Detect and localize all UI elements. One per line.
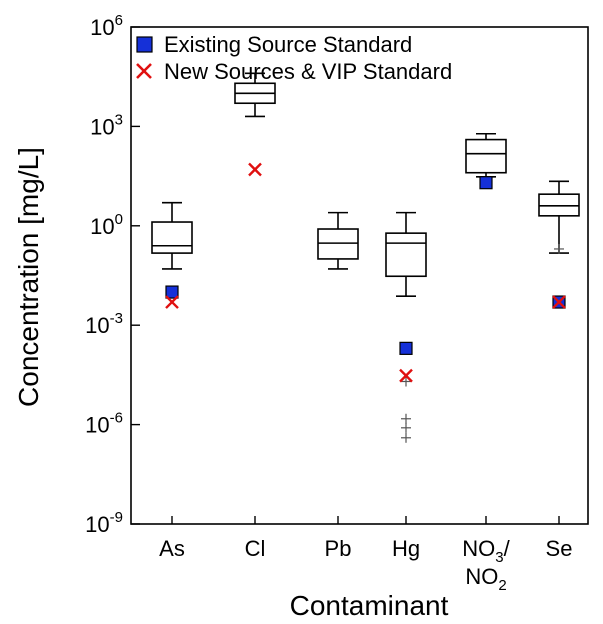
box-no3-no2 xyxy=(465,132,507,178)
box-iqr xyxy=(151,221,193,254)
x-tick-label-5: Se xyxy=(546,536,573,561)
x-tick-label-4: NO3/NO2 xyxy=(462,536,510,594)
x-stroke-2 xyxy=(248,162,262,177)
existing-standard-hg xyxy=(399,341,413,355)
x-tick-label-3: Hg xyxy=(392,536,420,561)
new-standard-se xyxy=(552,295,566,309)
box-iqr xyxy=(385,232,427,278)
legend-item-0: Existing Source Standard xyxy=(136,32,412,57)
legend-marker-square xyxy=(136,36,153,53)
new-standard-as xyxy=(165,295,179,309)
y-tick-label-0: 106 xyxy=(90,12,123,40)
box-iqr xyxy=(317,228,359,260)
existing-standard-no3-no2 xyxy=(479,176,493,190)
x-tick-label-1: Cl xyxy=(245,536,266,561)
points-layer xyxy=(165,162,566,383)
axes-layer: 106 103 100 10-3 10-6 10-9 As Cl Pb Hg NO3/NO2 Se xyxy=(85,12,589,594)
box-iqr xyxy=(538,193,580,217)
x-tick-label-line2: NO2 xyxy=(465,564,506,594)
boxes-layer xyxy=(151,72,580,443)
existing-standard-as xyxy=(165,285,179,299)
plot-frame xyxy=(130,26,589,525)
x-tick-label-2: Pb xyxy=(325,536,352,561)
x-stroke-2 xyxy=(552,295,566,309)
y-tick-label-2: 100 xyxy=(90,211,123,239)
box-cl xyxy=(234,72,276,118)
y-tick-label-5: 10-9 xyxy=(85,509,123,537)
legend-label-1: New Sources & VIP Standard xyxy=(164,59,452,84)
x-axis-title: Contaminant xyxy=(290,590,449,621)
legend-label-0: Existing Source Standard xyxy=(164,32,412,57)
box-iqr xyxy=(465,138,507,174)
new-standard-cl xyxy=(248,162,262,177)
y-tick-label-1: 103 xyxy=(90,111,123,139)
new-standard-hg xyxy=(399,368,413,383)
box-as xyxy=(151,201,193,270)
y-tick-label-3: 10-3 xyxy=(85,310,123,338)
x-stroke-2 xyxy=(399,368,413,383)
legend-item-1: New Sources & VIP Standard xyxy=(136,59,452,84)
x-tick-label-0: As xyxy=(159,536,185,561)
box-hg xyxy=(385,211,427,443)
legend-marker-x-2 xyxy=(136,63,152,79)
x-tick-label-line1: NO3/ xyxy=(462,536,510,566)
box-se xyxy=(538,180,580,254)
y-tick-label-4: 10-6 xyxy=(85,410,123,438)
x-stroke-2 xyxy=(165,295,179,309)
y-axis-title: Concentration [mg/L] xyxy=(13,147,44,407)
box-pb xyxy=(317,211,359,270)
